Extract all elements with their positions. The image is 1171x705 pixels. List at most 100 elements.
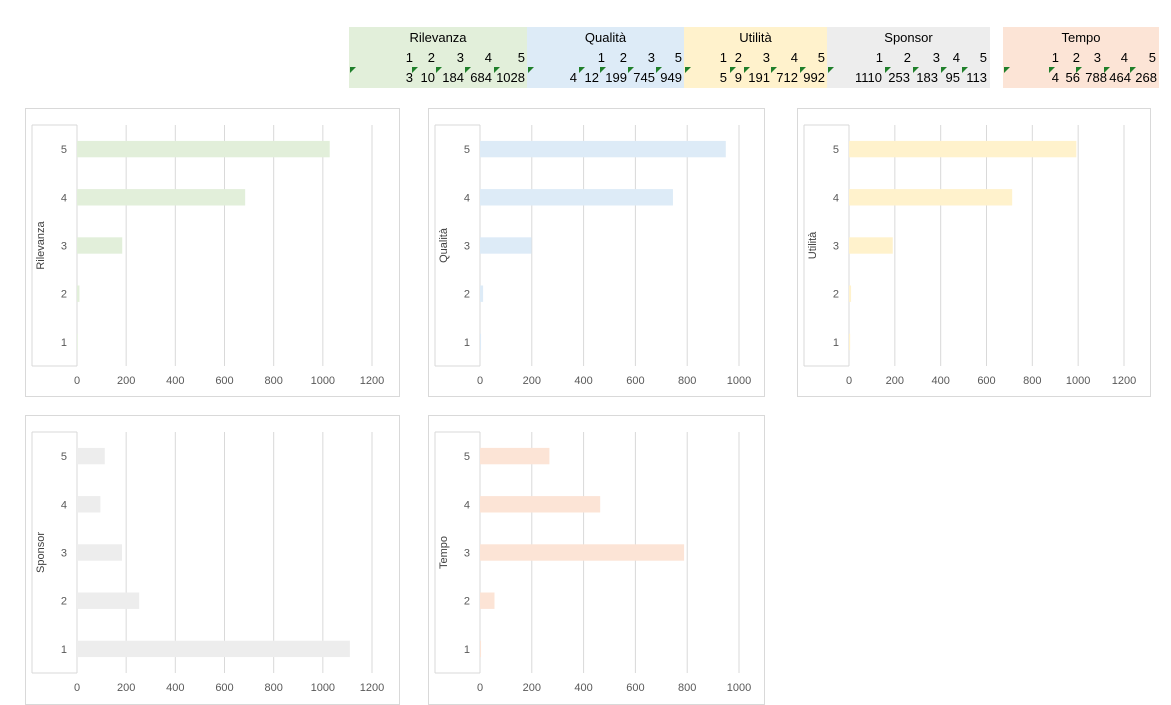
table-value-cell[interactable]: 183 [916, 70, 938, 85]
x-tick-label: 200 [523, 682, 541, 694]
x-tick-label: 400 [574, 682, 592, 694]
table-header-cell[interactable]: 1 [597, 50, 605, 65]
table-header-cell[interactable]: 3 [1093, 50, 1101, 65]
table-header-cell[interactable]: 1 [719, 50, 727, 65]
table-value-cell[interactable]: 949 [660, 70, 682, 85]
chart-rilevanza[interactable]: 0 200 400 600 800 1000 1200 1 2 3 4 5 Rilevanza [25, 108, 400, 397]
y-axis-title: Sponsor [35, 532, 47, 573]
table-value-cell[interactable]: 191 [748, 70, 770, 85]
table-value-cell[interactable]: 745 [633, 70, 655, 85]
bar-5 [77, 140, 330, 158]
chart-tempo[interactable]: 0 200 400 600 800 1000 1 2 3 4 5 Tempo [428, 415, 765, 705]
table-value-cell[interactable]: 1110 [855, 70, 882, 85]
bar-1 [77, 640, 350, 658]
table-header-cell[interactable]: 5 [517, 50, 525, 65]
x-tick-label: 1000 [311, 682, 335, 694]
y-tick-label: 4 [61, 192, 67, 204]
cell-flag-icon [800, 67, 806, 73]
table-value-cell[interactable]: 3 [405, 70, 413, 85]
y-tick-label: 2 [464, 596, 470, 608]
chart-qualita[interactable]: 0 200 400 600 800 1000 1 2 3 4 5 Qualità [428, 108, 765, 397]
x-tick-label: 400 [166, 682, 184, 694]
cell-flag-icon [744, 67, 750, 73]
table-header-cell[interactable]: 4 [1120, 50, 1128, 65]
cell-flag-icon [685, 67, 691, 73]
table-header-cell[interactable]: 3 [647, 50, 655, 65]
table-header-cell[interactable]: 5 [979, 50, 987, 65]
x-tick-label: 600 [626, 375, 644, 387]
table-title: Tempo [1061, 30, 1101, 45]
table-value-cell[interactable]: 992 [803, 70, 825, 85]
table-value-cell[interactable]: 95 [945, 70, 960, 85]
y-tick-label: 2 [61, 596, 67, 608]
table-value-cell[interactable]: 712 [776, 70, 798, 85]
table-value-cell[interactable]: 268 [1135, 70, 1157, 85]
x-tick-label: 200 [886, 375, 904, 387]
table-header-cell[interactable]: 3 [762, 50, 770, 65]
table-value-cell[interactable]: 4 [1051, 70, 1059, 85]
table-header-cell[interactable]: 1 [405, 50, 413, 65]
y-tick-label: 3 [464, 241, 470, 253]
x-tick-label: 600 [215, 682, 233, 694]
y-tick-label: 5 [61, 451, 67, 463]
table-header-cell[interactable]: 2 [1072, 50, 1080, 65]
table-value-cell[interactable]: 1028 [496, 70, 525, 85]
table-header-cell[interactable]: 3 [456, 50, 464, 65]
table-value-cell[interactable]: 253 [888, 70, 910, 85]
table-value-cell[interactable]: 10 [420, 70, 435, 85]
table-value-cell[interactable]: 184 [442, 70, 464, 85]
table-value-cell[interactable]: 9 [734, 70, 742, 85]
table-header-cell[interactable]: 2 [734, 50, 742, 65]
y-tick-label: 1 [464, 644, 470, 656]
chart-utilita[interactable]: 0 200 400 600 800 1000 1200 1 2 3 4 5 Utilità [797, 108, 1151, 397]
y-tick-label: 2 [833, 289, 839, 301]
bar-5 [849, 140, 1077, 158]
table-header-cell[interactable]: 2 [427, 50, 435, 65]
bar-5 [480, 447, 550, 465]
bar-3 [849, 237, 893, 254]
bar-2 [77, 285, 80, 302]
cell-flag-icon [628, 67, 634, 73]
cell-flag-icon [465, 67, 471, 73]
y-tick-label: 2 [464, 289, 470, 301]
x-tick-label: 0 [846, 375, 852, 387]
chart-svg: 0 200 400 600 800 1000 1200 1 2 3 4 5 Rilevanza [31, 124, 384, 387]
chart-svg: 0 200 400 600 800 1000 1 2 3 4 5 Qualità [434, 124, 751, 387]
table-header-cell[interactable]: 2 [903, 50, 911, 65]
y-tick-label: 1 [833, 337, 839, 349]
x-tick-label: 200 [117, 682, 135, 694]
table-value-cell[interactable]: 788 [1085, 70, 1107, 85]
table-header-cell[interactable]: 2 [619, 50, 627, 65]
bar-4 [480, 496, 601, 513]
table-header-cell[interactable]: 4 [790, 50, 798, 65]
cell-flag-icon [528, 67, 534, 73]
table-header-cell[interactable]: 4 [952, 50, 960, 65]
cell-flag-icon [885, 67, 891, 73]
y-axis-title: Qualità [438, 227, 450, 263]
table-header-cell[interactable]: 4 [484, 50, 492, 65]
table-header-cell[interactable]: 3 [932, 50, 940, 65]
table-value-cell[interactable]: 4 [569, 70, 577, 85]
y-axis-title: Utilità [807, 231, 819, 259]
x-tick-label: 800 [678, 375, 696, 387]
y-tick-label: 3 [833, 241, 839, 253]
table-header-cell[interactable]: 1 [1051, 50, 1059, 65]
table-title: Rilevanza [409, 30, 467, 45]
table-title: Utilità [739, 30, 772, 45]
x-tick-label: 1000 [311, 375, 335, 387]
table-value-cell[interactable]: 56 [1065, 70, 1080, 85]
bar-3 [480, 237, 532, 254]
table-value-cell[interactable]: 5 [719, 70, 727, 85]
table-value-cell[interactable]: 684 [470, 70, 492, 85]
chart-sponsor[interactable]: 0 200 400 600 800 1000 1200 1 2 3 4 5 Sponsor [25, 415, 400, 705]
table-header-cell[interactable]: 5 [1148, 50, 1156, 65]
x-tick-label: 1200 [360, 682, 384, 694]
table-value-cell[interactable]: 113 [966, 70, 987, 85]
table-value-cell[interactable]: 199 [605, 70, 627, 85]
table-header-cell[interactable]: 5 [817, 50, 825, 65]
table-value-cell[interactable]: 464 [1109, 70, 1131, 85]
table-header-cell[interactable]: 1 [875, 50, 883, 65]
table-header-cell[interactable]: 5 [674, 50, 682, 65]
cell-flag-icon [412, 67, 418, 73]
table-value-cell[interactable]: 12 [584, 70, 599, 85]
